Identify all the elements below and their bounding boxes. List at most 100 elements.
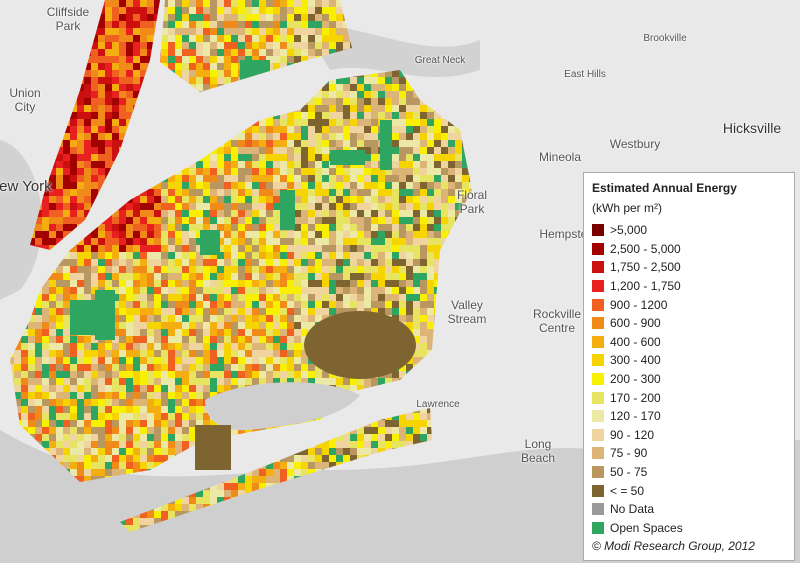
parcel — [273, 126, 280, 133]
parcel — [294, 140, 301, 147]
parcel — [357, 91, 364, 98]
parcel — [133, 119, 140, 126]
parcel — [434, 357, 441, 364]
parcel — [399, 175, 406, 182]
parcel — [224, 84, 231, 91]
parcel — [259, 469, 266, 476]
parcel — [105, 399, 112, 406]
parcel — [469, 371, 472, 378]
parcel — [119, 7, 126, 14]
parcel — [14, 357, 21, 364]
parcel — [399, 196, 406, 203]
parcel — [406, 196, 413, 203]
parcel — [420, 210, 427, 217]
parcel — [455, 357, 462, 364]
parcel — [434, 273, 441, 280]
parcel — [126, 168, 133, 175]
parcel — [147, 7, 154, 14]
parcel — [154, 462, 161, 469]
parcel — [182, 371, 189, 378]
parcel — [455, 287, 462, 294]
parcel — [455, 336, 462, 343]
parcel — [147, 28, 154, 35]
parcel — [161, 49, 168, 56]
parcel — [217, 385, 224, 392]
parcel — [420, 385, 427, 392]
parcel — [28, 70, 35, 77]
parcel — [245, 105, 252, 112]
parcel — [434, 21, 441, 28]
parcel — [112, 448, 119, 455]
parcel — [259, 441, 266, 448]
parcel — [371, 385, 378, 392]
parcel — [399, 455, 406, 462]
parcel — [357, 287, 364, 294]
parcel — [91, 350, 98, 357]
parcel — [210, 301, 217, 308]
parcel — [105, 196, 112, 203]
parcel — [364, 280, 371, 287]
parcel — [399, 427, 406, 434]
parcel — [245, 224, 252, 231]
parcel — [203, 364, 210, 371]
parcel — [133, 203, 140, 210]
parcel — [112, 315, 119, 322]
parcel — [259, 28, 266, 35]
parcel — [434, 455, 441, 462]
parcel — [399, 245, 406, 252]
parcel — [259, 126, 266, 133]
parcel — [336, 427, 343, 434]
parcel — [161, 238, 168, 245]
parcel — [49, 259, 56, 266]
parcel — [385, 112, 392, 119]
parcel — [10, 21, 14, 28]
parcel — [385, 245, 392, 252]
parcel — [385, 259, 392, 266]
parcel — [357, 189, 364, 196]
parcel — [217, 161, 224, 168]
parcel — [252, 427, 259, 434]
parcel — [63, 252, 70, 259]
parcel — [49, 308, 56, 315]
parcel — [28, 7, 35, 14]
parcel — [231, 133, 238, 140]
parcel — [133, 217, 140, 224]
parcel — [70, 434, 77, 441]
parcel — [21, 343, 28, 350]
parcel — [294, 441, 301, 448]
parcel — [140, 378, 147, 385]
parcel — [182, 77, 189, 84]
parcel — [427, 280, 434, 287]
parcel — [168, 0, 175, 7]
parcel — [28, 77, 35, 84]
parcel — [112, 0, 119, 7]
parcel — [329, 112, 336, 119]
parcel — [182, 315, 189, 322]
parcel — [287, 245, 294, 252]
parcel — [168, 77, 175, 84]
parcel — [10, 322, 14, 329]
parcel — [301, 350, 308, 357]
parcel — [273, 70, 280, 77]
parcel — [168, 294, 175, 301]
parcel — [266, 231, 273, 238]
parcel — [161, 91, 168, 98]
parcel — [301, 203, 308, 210]
parcel — [14, 343, 21, 350]
parcel — [140, 343, 147, 350]
parcel — [91, 357, 98, 364]
parcel — [329, 420, 336, 427]
parcel — [0, 0, 7, 7]
parcel — [70, 287, 77, 294]
parcel — [168, 91, 175, 98]
parcel — [238, 182, 245, 189]
parcel — [77, 350, 84, 357]
parcel — [140, 406, 147, 413]
parcel — [112, 259, 119, 266]
parcel — [56, 91, 63, 98]
parcel — [427, 217, 434, 224]
parcel — [378, 441, 385, 448]
parcel — [224, 49, 231, 56]
parcel — [112, 168, 119, 175]
parcel — [343, 259, 350, 266]
